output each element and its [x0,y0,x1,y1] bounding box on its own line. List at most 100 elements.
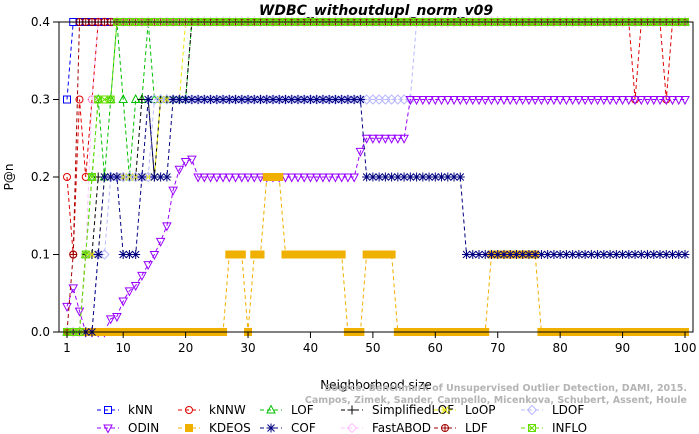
point-odin [467,96,478,106]
point-odin [555,96,565,106]
point-cof [268,95,278,104]
point-odin [536,96,547,106]
y-axis: 0.0 0.1 0.2 0.3 0.4 [31,15,59,339]
point-cof [368,172,378,182]
point-cof [305,95,315,104]
point-odin [230,173,241,183]
point-cof [168,95,178,104]
point-odin [368,134,378,144]
point-cof [680,250,690,259]
point-odin [180,158,191,168]
legend-item-odin: ODIN [97,421,159,434]
point-cof [561,250,571,259]
point-cof [437,172,447,182]
point-odin [255,173,266,183]
point-odin [211,173,222,183]
point-odin [330,173,341,183]
point-cof [443,172,453,182]
series-line-knnw [66,21,685,255]
series-knn [63,18,689,104]
x-axis-label: Neighborhood size [320,378,432,392]
point-cof [174,95,184,104]
point-odin [174,165,185,175]
point-cof [518,250,528,259]
legend-item-fastabod: FastABOD [341,421,431,434]
point-cof [599,250,609,259]
point-cof [462,250,472,259]
point-odin [374,134,384,144]
legend-marker-kdeos [185,424,193,432]
point-odin [130,282,141,292]
point-odin [430,96,441,106]
point-odin [193,173,203,183]
point-cof [349,95,359,104]
point-kdeos [387,250,396,259]
point-cof [493,250,503,259]
point-odin [574,96,584,106]
series-lof [62,16,690,336]
point-cof [193,95,203,104]
point-kdeos [275,173,284,181]
point-odin [542,96,553,106]
point-odin [324,173,335,183]
point-odin [567,96,578,106]
watermark-line: Source: Benchmark of Unsupervised Outlie… [325,383,687,394]
legend-label-fastabod: FastABOD [372,421,431,434]
legend-item-cof: COF [260,421,316,434]
point-cof [112,172,122,182]
point-odin [486,96,497,106]
point-odin [286,173,297,183]
legend-label-kdeos: KDEOS [209,421,251,434]
point-cof [231,95,241,104]
point-cof [131,250,141,259]
point-cof [418,172,428,182]
point-odin [68,284,79,294]
point-cof [224,95,234,104]
point-odin [499,96,509,106]
point-odin [224,173,235,183]
point-odin [549,96,559,106]
legend-label-knnw: kNNW [209,403,246,417]
point-odin [243,173,253,183]
point-odin [349,173,359,183]
point-cof [256,95,266,104]
point-cof [355,95,365,104]
point-odin [530,96,541,106]
legend-item-inflo: INFLO [521,421,587,434]
legend-marker-fastabod [346,422,358,434]
point-cof [611,250,621,259]
point-odin [580,96,590,106]
series-line-cof [67,99,685,333]
point-odin [648,96,659,106]
point-odin [599,96,609,106]
x-tick-label: 80 [553,341,568,355]
point-cof [624,250,634,259]
point-odin [630,96,640,106]
y-tick-label: 0.0 [31,325,50,339]
legend-label-loop: LoOP [465,403,496,417]
point-cof [374,172,384,182]
legend-label-inflo: INFLO [552,421,587,434]
point-cof [387,172,397,182]
point-odin [236,173,247,183]
point-cof [536,250,546,259]
point-cof [412,172,422,182]
legend-marker-knn [104,406,112,414]
point-cof [393,172,403,182]
point-cof [237,95,247,104]
point-cof [655,250,665,259]
chart-title: WDBC_withoutdupl_norm_v09 [259,3,493,19]
point-inflo [87,173,96,181]
point-odin [336,173,347,183]
legend-label-ldf: LDF [465,421,488,434]
point-cof [586,250,596,259]
point-odin [343,173,353,183]
point-odin [311,173,322,183]
point-kdeos [237,250,246,259]
point-cof [430,172,440,182]
point-cof [149,172,159,182]
y-tick-label: 0.1 [31,248,50,262]
point-odin [280,173,291,183]
point-lof [130,93,141,103]
